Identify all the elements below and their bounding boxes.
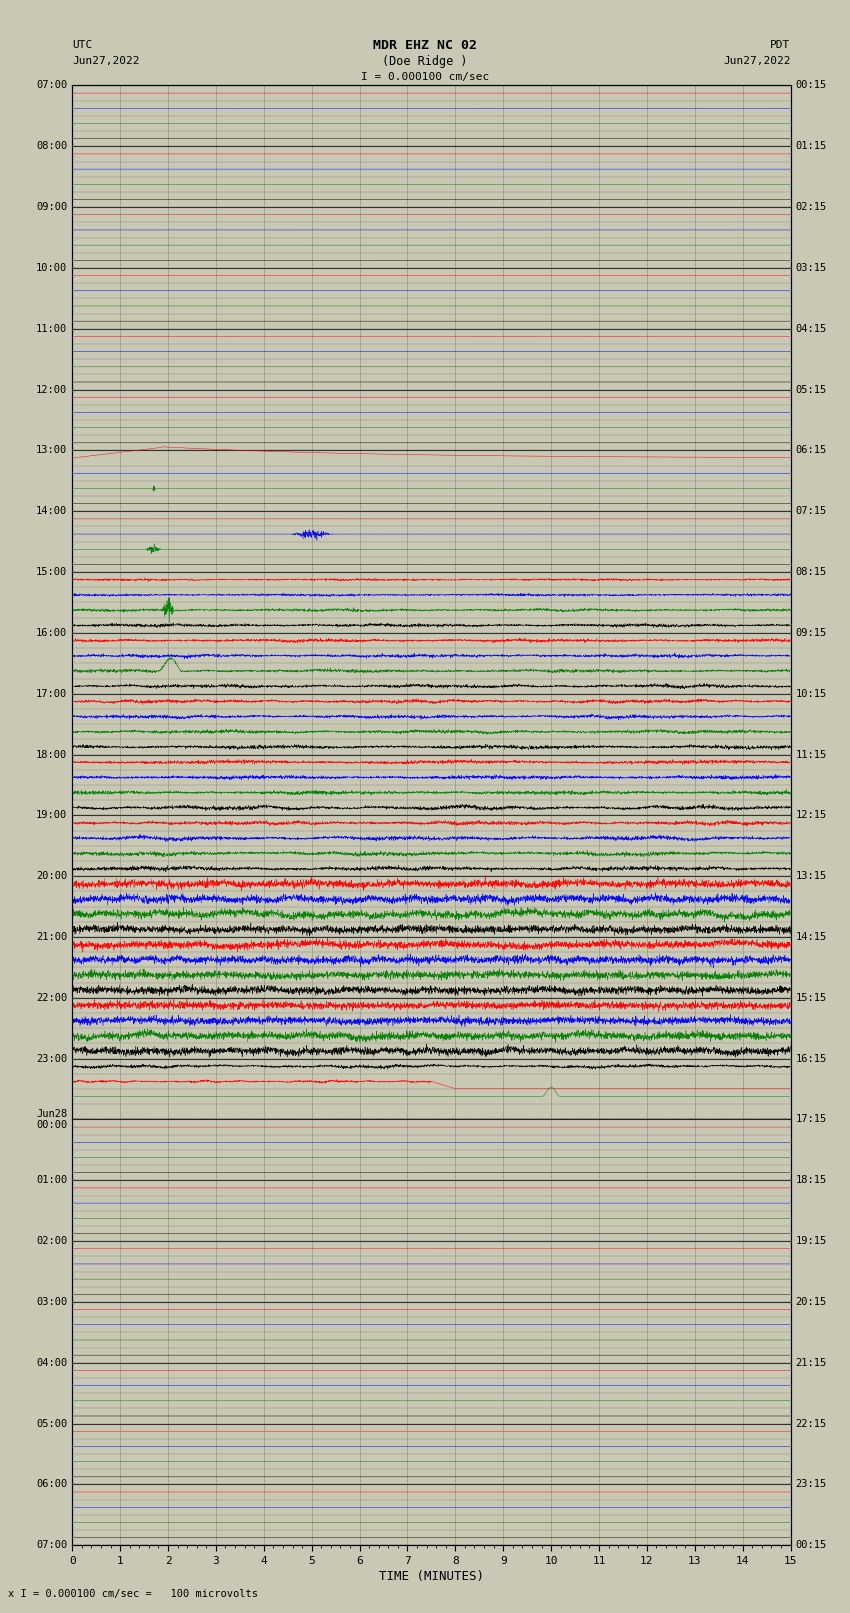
Text: (Doe Ridge ): (Doe Ridge ) xyxy=(382,55,468,68)
Text: Jun27,2022: Jun27,2022 xyxy=(723,56,791,66)
Text: MDR EHZ NC 02: MDR EHZ NC 02 xyxy=(373,39,477,52)
Text: Jun27,2022: Jun27,2022 xyxy=(72,56,139,66)
Text: UTC: UTC xyxy=(72,40,93,50)
X-axis label: TIME (MINUTES): TIME (MINUTES) xyxy=(379,1569,484,1582)
Text: PDT: PDT xyxy=(770,40,790,50)
Text: I = 0.000100 cm/sec: I = 0.000100 cm/sec xyxy=(361,73,489,82)
Text: x I = 0.000100 cm/sec =   100 microvolts: x I = 0.000100 cm/sec = 100 microvolts xyxy=(8,1589,258,1598)
